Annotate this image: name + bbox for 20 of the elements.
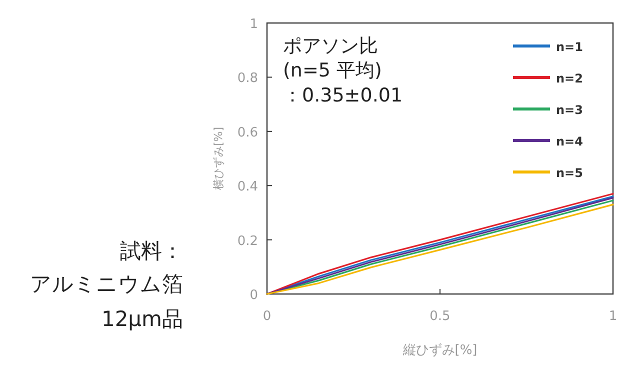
y-tick-label: 1 xyxy=(250,17,258,32)
annotation: ポアソン比 (n=5 平均) ：0.35±0.01 xyxy=(283,35,403,106)
text: 12μm品 xyxy=(101,307,183,331)
legend-label: n=1 xyxy=(556,40,583,54)
text: アルミニウム箔 xyxy=(30,272,183,296)
x-tick-label: 1 xyxy=(608,309,618,324)
x-tick-label: 0 xyxy=(262,309,272,324)
text: 試料： xyxy=(120,239,183,263)
legend-label: n=2 xyxy=(556,72,583,86)
y-tick-label: 0.4 xyxy=(237,180,258,195)
legend-label: n=5 xyxy=(556,166,583,180)
y-tick-label: 0.2 xyxy=(237,234,258,249)
y-tick-label: 0.8 xyxy=(237,71,258,86)
y-tick-label: 0.6 xyxy=(237,125,258,140)
legend-label: n=3 xyxy=(556,103,583,117)
legend-label: n=4 xyxy=(556,134,583,148)
x-tick-label: 0.5 xyxy=(430,309,450,324)
x-axis-title: 縦ひずみ[%] xyxy=(402,343,478,358)
y-tick-label: 0 xyxy=(250,288,258,303)
y-axis-title: 横ひずみ[%] xyxy=(212,126,225,190)
